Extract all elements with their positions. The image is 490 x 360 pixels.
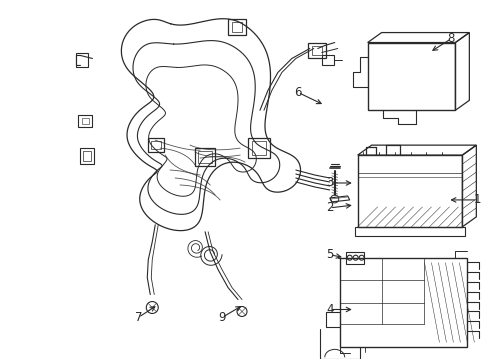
Bar — [198, 151, 212, 163]
Bar — [252, 141, 266, 155]
Bar — [308, 42, 326, 58]
Bar — [83, 151, 92, 161]
Text: 8: 8 — [448, 32, 455, 45]
Bar — [82, 118, 90, 124]
Bar — [340, 258, 467, 347]
Bar — [80, 148, 95, 164]
Text: 1: 1 — [474, 193, 481, 206]
Bar — [232, 22, 242, 32]
Text: 3: 3 — [326, 176, 334, 189]
Bar — [78, 115, 93, 127]
Bar — [322, 55, 334, 66]
Text: 5: 5 — [326, 248, 334, 261]
Text: 6: 6 — [294, 86, 302, 99]
Bar — [346, 252, 364, 264]
Bar — [151, 141, 161, 149]
Bar — [76, 54, 89, 67]
Bar — [148, 138, 164, 152]
Bar — [355, 227, 466, 236]
Bar — [195, 148, 215, 166]
Bar — [248, 138, 270, 158]
Bar — [312, 45, 322, 55]
Bar — [358, 155, 463, 227]
Text: 7: 7 — [135, 311, 142, 324]
Bar — [228, 19, 246, 35]
Text: 9: 9 — [219, 311, 226, 324]
Bar — [368, 42, 455, 110]
Text: 4: 4 — [326, 303, 334, 316]
Text: 2: 2 — [326, 201, 334, 215]
